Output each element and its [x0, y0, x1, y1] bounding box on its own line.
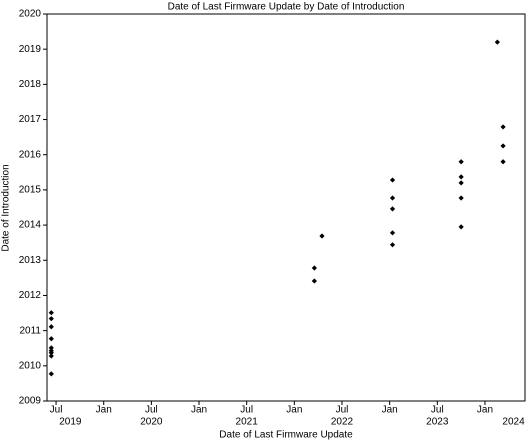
point	[389, 230, 396, 236]
point	[458, 224, 464, 230]
point	[500, 159, 506, 165]
x-year-label: 2021	[236, 417, 259, 428]
x-tick-label: Jul	[240, 405, 253, 416]
point	[319, 233, 325, 239]
chart-title: Date of Last Firmware Update by Date of …	[168, 2, 405, 13]
y-tick-label: 2020	[19, 9, 42, 20]
point	[389, 206, 396, 212]
point	[458, 195, 464, 201]
x-tick-label: Jan	[191, 405, 207, 416]
y-tick-label: 2017	[19, 114, 42, 125]
point	[458, 174, 464, 180]
y-tick-label: 2019	[19, 44, 42, 55]
y-axis-title: Date of Introduction	[1, 164, 12, 251]
x-tick-label: Jul	[336, 405, 349, 416]
x-tick-label: Jul	[431, 405, 444, 416]
x-tick-label: Jul	[50, 405, 63, 416]
y-tick-label: 2015	[19, 185, 42, 196]
point	[48, 336, 54, 342]
x-year-label: 2019	[59, 417, 82, 428]
x-axis-title: Date of Last Firmware Update	[219, 430, 353, 441]
y-tick-label: 2012	[19, 290, 42, 301]
x-tick-label: Jul	[145, 405, 158, 416]
y-tick-label: 2010	[19, 360, 42, 371]
point	[458, 159, 464, 165]
point	[48, 371, 54, 377]
point	[500, 124, 506, 130]
point	[48, 345, 54, 351]
y-tick-label: 2016	[19, 149, 42, 160]
x-tick-label: Jan	[286, 405, 302, 416]
point	[311, 265, 317, 271]
y-tick-label: 2018	[19, 79, 42, 90]
x-year-label: 2024	[502, 417, 525, 428]
x-tick-label: Jan	[382, 405, 398, 416]
point	[48, 353, 54, 359]
x-year-label: 2022	[331, 417, 354, 428]
point	[494, 39, 500, 45]
point	[48, 350, 54, 356]
point	[389, 177, 396, 183]
point	[389, 242, 396, 248]
x-tick-label: Jan	[96, 405, 112, 416]
point	[500, 143, 506, 149]
point	[48, 310, 54, 316]
x-year-label: 2020	[140, 417, 163, 428]
point	[311, 278, 317, 284]
y-tick-label: 2013	[19, 255, 42, 266]
y-tick-label: 2014	[19, 220, 42, 231]
point	[48, 324, 54, 330]
point	[48, 316, 54, 322]
point	[389, 195, 396, 201]
point	[458, 180, 464, 186]
plot-frame	[46, 13, 526, 402]
x-year-label: 2023	[426, 417, 449, 428]
y-tick-label: 2009	[19, 396, 42, 407]
y-tick-label: 2011	[19, 325, 41, 336]
x-tick-label: Jan	[477, 405, 493, 416]
